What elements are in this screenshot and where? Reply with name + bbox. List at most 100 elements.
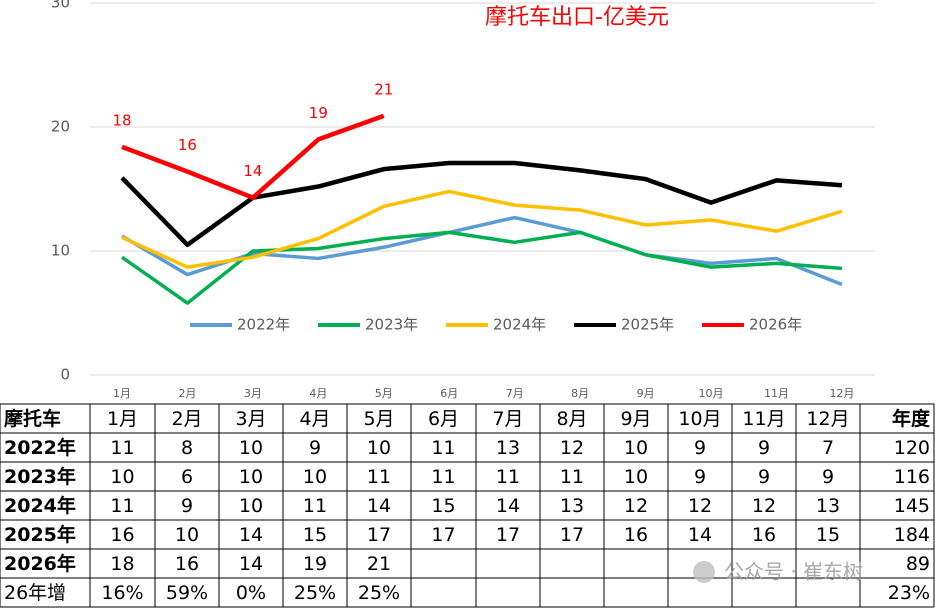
table-cell: 14 xyxy=(367,495,391,517)
x-tick-label: 4月 xyxy=(309,387,327,400)
table-cell: 19 xyxy=(303,553,327,575)
table-cell: 9 xyxy=(822,466,834,488)
x-tick-label: 6月 xyxy=(440,387,458,400)
table-cell: 17 xyxy=(367,524,391,546)
table-cell: 11 xyxy=(303,495,327,517)
table-cell: 16 xyxy=(110,524,134,546)
table-cell: 10 xyxy=(239,437,263,459)
table-cell: 184 xyxy=(894,524,930,546)
table-cell: 120 xyxy=(894,437,930,459)
table-cell: 2025年 xyxy=(4,523,76,546)
watermark: 公众号 · 崔东树 xyxy=(724,560,863,584)
table-cell: 15 xyxy=(816,524,840,546)
table-cell: 9 xyxy=(694,437,706,459)
data-label: 21 xyxy=(374,80,393,98)
table-cell: 10 xyxy=(239,495,263,517)
table-cell: 11 xyxy=(431,466,455,488)
table-cell: 10 xyxy=(110,466,134,488)
data-label: 19 xyxy=(309,104,328,122)
table-cell: 摩托车 xyxy=(4,407,61,430)
y-tick-label: 10 xyxy=(51,242,70,260)
series-line xyxy=(121,113,385,200)
y-tick-label: 20 xyxy=(51,118,70,136)
table-cell: 1月 xyxy=(107,408,138,430)
series-line xyxy=(121,215,843,287)
series-line xyxy=(120,160,843,248)
chart-title: 摩托车出口-亿美元 xyxy=(485,5,669,30)
table-cell: 11 xyxy=(496,466,520,488)
table-cell: 11 xyxy=(367,466,391,488)
table-cell: 16% xyxy=(101,582,143,604)
x-tick-label: 11月 xyxy=(764,387,789,400)
table-cell: 2024年 xyxy=(4,494,76,517)
x-tick-label: 10月 xyxy=(699,387,724,400)
table-cell: 11 xyxy=(110,437,134,459)
table-cell: 16 xyxy=(624,524,648,546)
table-cell: 9 xyxy=(758,466,770,488)
table-cell: 9月 xyxy=(620,408,651,430)
table-cell: 25% xyxy=(294,582,336,604)
table-cell: 10 xyxy=(367,437,391,459)
table-cell: 116 xyxy=(894,466,930,488)
table-cell: 2月 xyxy=(171,408,202,430)
table-cell: 14 xyxy=(239,524,263,546)
table-cell: 10 xyxy=(624,466,648,488)
table-cell: 13 xyxy=(496,437,520,459)
table-cell: 3月 xyxy=(235,408,266,430)
table-cell: 6 xyxy=(181,466,193,488)
data-label: 16 xyxy=(178,136,197,154)
series-line xyxy=(121,189,843,269)
x-tick-label: 5月 xyxy=(375,387,393,400)
table-cell: 16 xyxy=(175,553,199,575)
data-label: 14 xyxy=(243,162,262,180)
x-tick-label: 12月 xyxy=(829,387,854,400)
table-cell: 18 xyxy=(110,553,134,575)
table-cell: 8月 xyxy=(556,408,587,430)
legend-label: 2024年 xyxy=(493,316,546,334)
table-cell: 5月 xyxy=(363,408,394,430)
x-tick-label: 2月 xyxy=(178,387,196,400)
table-cell: 9 xyxy=(758,437,770,459)
legend-label: 2026年 xyxy=(749,316,802,334)
table-cell: 59% xyxy=(166,582,208,604)
table-cell: 10 xyxy=(175,524,199,546)
legend-label: 2025年 xyxy=(621,316,674,334)
legend-label: 2022年 xyxy=(237,316,290,334)
table-cell: 11 xyxy=(110,495,134,517)
table-cell: 17 xyxy=(431,524,455,546)
table-cell: 14 xyxy=(688,524,712,546)
table-cell: 13 xyxy=(560,495,584,517)
table-cell: 14 xyxy=(239,553,263,575)
table-cell: 11月 xyxy=(742,408,785,430)
table-cell: 17 xyxy=(560,524,584,546)
legend-label: 2023年 xyxy=(365,316,418,334)
table-cell: 12月 xyxy=(806,408,849,430)
y-tick-label: 30 xyxy=(51,0,70,12)
table-cell: 89 xyxy=(906,553,930,575)
x-tick-label: 3月 xyxy=(244,387,262,400)
table-cell: 11 xyxy=(431,437,455,459)
table-cell: 7月 xyxy=(492,408,523,430)
table-cell: 2023年 xyxy=(4,465,76,488)
table-cell: 9 xyxy=(309,437,321,459)
table-cell: 17 xyxy=(496,524,520,546)
table-cell: 145 xyxy=(894,495,930,517)
table-cell: 15 xyxy=(431,495,455,517)
table-cell: 23% xyxy=(888,582,930,604)
table-cell: 2022年 xyxy=(4,436,76,459)
table-cell: 14 xyxy=(496,495,520,517)
table-cell: 12 xyxy=(560,437,584,459)
table-cell: 13 xyxy=(816,495,840,517)
table-cell: 16 xyxy=(752,524,776,546)
table-cell: 7 xyxy=(822,437,834,459)
table-cell: 12 xyxy=(688,495,712,517)
x-tick-label: 9月 xyxy=(637,387,655,400)
table-cell: 9 xyxy=(694,466,706,488)
table-cell: 25% xyxy=(358,582,400,604)
table-cell: 26年增 xyxy=(4,582,66,604)
table-cell: 年度 xyxy=(892,407,931,430)
table-cell: 21 xyxy=(367,553,391,575)
table-cell: 10 xyxy=(303,466,327,488)
table-cell: 11 xyxy=(560,466,584,488)
